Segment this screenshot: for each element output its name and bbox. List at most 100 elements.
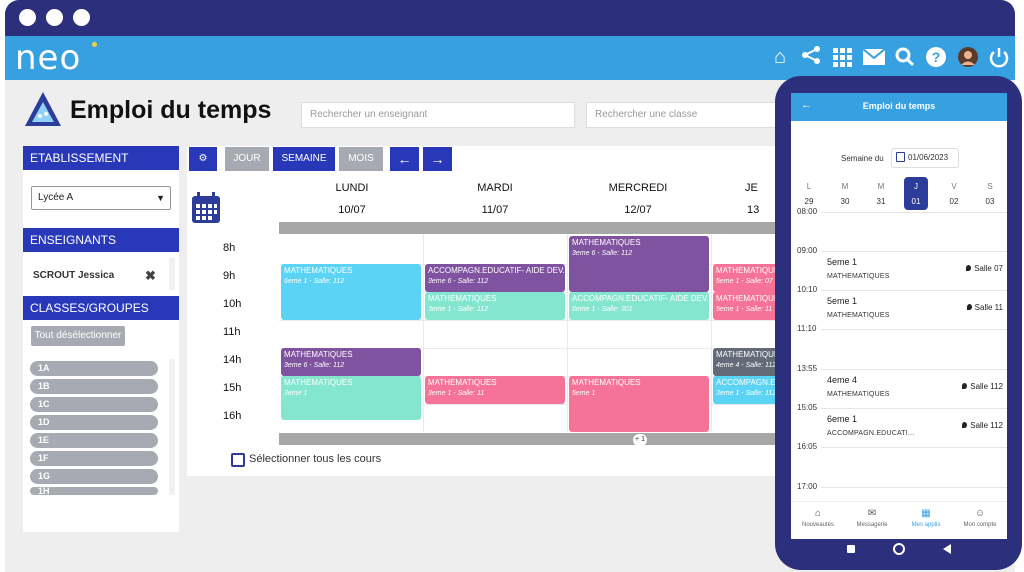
course-event[interactable]: MATHEMATIQUES 3eme 1 <box>281 376 421 420</box>
course-card[interactable]: 6eme 1 ACCOMPAGN.EDUCATI... Salle 112 <box>825 410 1007 444</box>
teachers-scrollbar[interactable] <box>169 258 175 290</box>
course-details: 3eme 1 - Salle: 112 <box>716 390 777 397</box>
class-item[interactable]: 1A <box>30 361 158 376</box>
course-event[interactable]: MATHEMATIQUES 3eme 6 - Salle: 112 <box>281 348 421 376</box>
time-label: 16:05 <box>797 442 818 451</box>
class-item[interactable]: 1C <box>30 397 158 412</box>
window-dot-minimize[interactable] <box>46 9 63 26</box>
nav-apps[interactable]: ▦ Mes applis <box>899 508 953 528</box>
class-item[interactable]: 1D <box>30 415 158 430</box>
week-calendar: ⚙ JOUR SEMAINE MOIS ← → LUNDI 10/07 MARD… <box>187 146 782 476</box>
weekday-number[interactable]: 31 <box>876 197 886 206</box>
search-icon[interactable] <box>892 44 918 70</box>
back-arrow-icon[interactable]: ← <box>801 99 812 111</box>
course-event[interactable]: ACCOMPAGN.EDUCATIF- AIDE DEV... 6eme 1 -… <box>569 292 709 320</box>
settings-button[interactable]: ⚙ <box>189 147 217 171</box>
course-card[interactable]: 5eme 1 MATHEMATIQUES Salle 11 <box>825 292 1007 326</box>
hour-label: 15h <box>223 382 242 394</box>
class-item[interactable]: 1F <box>30 451 158 466</box>
class-item[interactable]: 1E <box>30 433 158 448</box>
mail-icon[interactable] <box>861 44 887 70</box>
weekday-number[interactable]: 02 <box>949 197 959 206</box>
day-date: 12/07 <box>624 204 652 216</box>
time-line <box>821 290 1007 291</box>
course-event[interactable]: MATHEMATIQUES 6eme 1 - Salle: 112 <box>281 264 421 320</box>
course-event[interactable]: MATHEMATIQUES 5eme 1 - Salle: 07 <box>713 264 782 292</box>
day-view-button[interactable]: JOUR <box>225 147 269 171</box>
previous-week-button[interactable]: ← <box>390 147 419 171</box>
select-all-checkbox[interactable] <box>231 453 245 467</box>
window-dot-maximize[interactable] <box>73 9 90 26</box>
time-label: 10:10 <box>797 285 818 294</box>
course-details: 3eme 6 - Salle: 112 <box>428 278 489 285</box>
weekday-letter: J <box>914 182 918 191</box>
share-icon[interactable] <box>798 44 824 70</box>
weekday-number[interactable]: 29 <box>804 197 814 206</box>
course-card[interactable]: 4eme 4 MATHEMATIQUES Salle 112 <box>825 371 1007 405</box>
home-icon[interactable]: ⌂ <box>773 46 787 68</box>
card-room: Salle 11 <box>966 303 1003 312</box>
course-event[interactable]: MATHEMATIQUES 4eme 4 - Salle: 112 <box>713 348 782 376</box>
deselect-all-button[interactable]: Tout désélectionner <box>31 326 125 346</box>
class-item[interactable]: 1B <box>30 379 158 394</box>
window-dot-close[interactable] <box>19 9 36 26</box>
course-card[interactable]: 5eme 1 MATHEMATIQUES Salle 07 <box>825 253 1007 287</box>
class-item[interactable]: 1G <box>30 469 158 484</box>
card-subject: MATHEMATIQUES <box>827 391 890 398</box>
time-line <box>821 251 1007 252</box>
location-pin-icon <box>962 383 968 389</box>
search-class-input[interactable]: Rechercher une classe <box>586 102 776 128</box>
course-details: 5eme 1 <box>572 390 596 397</box>
course-title: ACCOMPAGN.ED... <box>716 378 782 387</box>
hour-label: 9h <box>223 270 236 282</box>
section-enseignants: ENSEIGNANTS <box>23 228 179 252</box>
power-icon[interactable] <box>986 44 1012 70</box>
neo-logo[interactable]: neo <box>15 38 82 78</box>
week-view-button[interactable]: SEMAINE <box>273 147 335 171</box>
course-event[interactable]: ACCOMPAGN.ED... 3eme 1 - Salle: 112 <box>713 376 782 404</box>
card-subject: MATHEMATIQUES <box>827 273 890 280</box>
search-teacher-input[interactable]: Rechercher un enseignant <box>301 102 575 128</box>
course-details: 3eme 6 - Salle: 112 <box>572 250 633 257</box>
course-event[interactable]: MATHEMATIQUES 3eme 1 - Salle: 11 <box>425 376 565 404</box>
course-event[interactable]: MATHEMATIQUES 3eme 6 - Salle: 112 <box>569 236 709 292</box>
course-event[interactable]: MATHEMATIQUES 5eme 1 - Salle: 11 <box>713 292 782 320</box>
more-events-badge[interactable]: + 1 <box>633 434 647 446</box>
month-view-button[interactable]: MOIS <box>339 147 383 171</box>
select-all-label[interactable]: Sélectionner tous les cours <box>249 453 382 465</box>
day-header: MERCREDI <box>608 182 668 194</box>
hour-label: 11h <box>223 326 241 338</box>
weekday-number[interactable]: 03 <box>985 197 995 206</box>
calendar-icon <box>192 192 220 223</box>
classes-scrollbar[interactable] <box>169 359 175 495</box>
calendar-icon <box>896 152 905 162</box>
avatar[interactable] <box>955 44 981 70</box>
remove-teacher-icon[interactable]: ✖ <box>145 268 156 283</box>
help-icon[interactable]: ? <box>923 44 949 70</box>
course-title: MATHEMATIQUES <box>284 350 353 359</box>
chevron-down-icon: ▼ <box>156 193 165 203</box>
weekday-number[interactable]: 01 <box>911 197 921 206</box>
news-icon: ⌂ <box>814 508 822 519</box>
time-line <box>821 329 1007 330</box>
course-event[interactable]: MATHEMATIQUES 3eme 1 - Salle: 112 <box>425 292 565 320</box>
weekday-number[interactable]: 30 <box>840 197 850 206</box>
nav-messages[interactable]: ✉ Messagerie <box>845 508 899 528</box>
nav-account[interactable]: ☺ Mon compte <box>953 508 1007 528</box>
grid-icon[interactable] <box>829 44 855 70</box>
etablissement-select[interactable]: Lycée A ▼ <box>31 186 171 210</box>
grid-line <box>423 234 424 432</box>
page-title: Emploi du temps <box>70 96 272 124</box>
course-event[interactable]: ACCOMPAGN.EDUCATIF- AIDE DEV... 3eme 6 -… <box>425 264 565 292</box>
week-date-picker[interactable]: 01/06/2023 <box>891 148 959 168</box>
course-title: MATHEMATIQUES <box>572 238 641 247</box>
weekday-letter: S <box>987 182 993 191</box>
card-class: 6eme 1 <box>827 414 858 424</box>
time-line <box>821 408 1007 409</box>
class-item[interactable]: 1H <box>30 487 158 495</box>
nav-news[interactable]: ⌂ Nouveautés <box>791 508 845 528</box>
card-subject: MATHEMATIQUES <box>827 312 890 319</box>
next-week-button[interactable]: → <box>423 147 452 171</box>
course-details: 4eme 4 - Salle: 112 <box>716 362 777 369</box>
course-event[interactable]: MATHEMATIQUES 5eme 1 <box>569 376 709 432</box>
